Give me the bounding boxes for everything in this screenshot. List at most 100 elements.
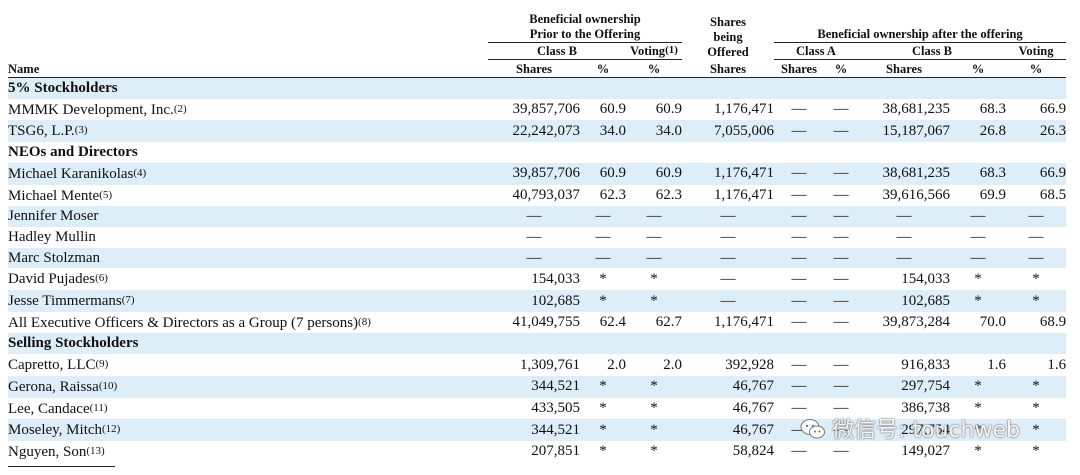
class-a-pct-cell: — (824, 375, 858, 398)
voting-pct-cell: — (626, 247, 682, 269)
voting-pct-cell: * (626, 375, 682, 398)
class-a-shares-cell: — (791, 187, 807, 204)
footnote-ref: (11) (89, 401, 108, 414)
voting-pct-cell: * (650, 400, 658, 417)
class-b-shares-cell: 41,049,755 (512, 314, 581, 331)
voting-after-pct-cell: 68.9 (1039, 314, 1067, 331)
empty-cell (774, 77, 824, 99)
footnote-ref: (9) (95, 358, 109, 371)
class-b-pct-cell: — (595, 228, 611, 245)
section-heading: NEOs and Directors (8, 144, 138, 161)
empty-cell (858, 77, 950, 99)
shares-offered-cell: — (720, 228, 736, 245)
stockholder-name: MMMK Development, Inc.(2) (8, 99, 488, 121)
voting-after-pct-cell: * (1032, 443, 1040, 460)
stockholder-name-text: All Executive Officers & Directors as a … (8, 314, 359, 331)
class-b-after-pct-cell: 68.3 (950, 162, 1006, 185)
pct-header: % (1006, 59, 1067, 78)
shares-offered-cell: 58,824 (732, 443, 774, 460)
table-row: Moseley, Mitch(12) 344,521 * * 46,767— —297,7… (8, 419, 1067, 441)
footnote-ref: (2) (173, 102, 187, 115)
stockholder-name-text: Nguyen, Son (8, 443, 87, 460)
class-a-pct-cell: — (824, 419, 858, 441)
class-b-shares-cell: 433,505 (531, 400, 580, 417)
empty-cell (858, 142, 950, 163)
class-a-shares-cell: — (791, 400, 807, 417)
class-a-shares-cell: — (791, 270, 807, 287)
class-a-after-header: Class A (774, 42, 858, 60)
class-b-after-pct-cell: * (950, 375, 1006, 398)
class-b-after-pct-cell: * (950, 419, 1006, 441)
class-a-pct-cell: — (833, 356, 849, 373)
stockholder-name-text: Lee, Candace (8, 400, 90, 417)
after-ownership-header: Beneficial ownership after the offering (774, 10, 1067, 43)
class-b-after-shares-cell: 15,187,067 (858, 120, 950, 143)
stockholder-name: David Pujades(6) (8, 268, 488, 290)
voting-after-pct-cell: * (1032, 270, 1040, 287)
table-row: Marc Stolzman — — — — — — — — — (8, 247, 1067, 269)
class-a-pct-cell: — (833, 270, 849, 287)
class-a-pct-cell: — (824, 206, 858, 227)
voting-pct-cell: * (626, 290, 682, 312)
table-row: All Executive Officers & Directors as a … (8, 312, 1066, 334)
pct-header: % (824, 59, 858, 78)
stockholder-name-text: David Pujades (8, 271, 96, 288)
stockholder-name: Hadley Mullin (8, 227, 488, 248)
table-row: TSG6, L.P.(3) 22,242,073 34.0 34.0 7,055,006… (8, 120, 1067, 143)
empty-cell (1006, 333, 1067, 355)
shares-offered-header: Shares being Offered (682, 10, 774, 60)
shares-offered-cell: — (682, 290, 774, 312)
footnote-ref: (10) (98, 379, 118, 392)
class-a-shares-cell: — (774, 247, 824, 269)
class-b-shares-cell: 207,851 (531, 443, 580, 460)
empty-cell (858, 333, 950, 355)
empty-cell (824, 333, 858, 355)
voting-pct-cell: 34.0 (626, 120, 682, 143)
class-a-shares-cell: — (774, 120, 824, 143)
class-b-pct-cell: 60.9 (580, 162, 626, 185)
empty-cell (626, 77, 682, 99)
shares-header: Shares (682, 59, 774, 78)
class-b-after-pct-cell: — (970, 228, 986, 245)
voting-after-pct-cell: 66.9 (1006, 162, 1067, 185)
class-a-pct-cell: — (824, 120, 858, 143)
pct-header: % (626, 59, 682, 78)
voting-pct-cell: 62.3 (655, 187, 682, 204)
shares-offered-cell: 46,767 (682, 375, 774, 398)
class-b-after-pct-cell: * (974, 400, 982, 417)
stockholder-name-text: Michael Mente (8, 187, 100, 204)
class-a-shares-cell: — (791, 101, 807, 118)
table-row: Nguyen, Son(13) 207,851 * * 58,824 — — 149,027 *… (8, 441, 1066, 463)
voting-pct-cell: 60.9 (655, 101, 682, 118)
shares-offered-cell: 7,055,006 (682, 120, 774, 143)
stockholder-name-text: Moseley, Mitch (8, 422, 103, 439)
stockholder-name: Gerona, Raissa(10) (8, 375, 488, 398)
shares-offered-cell: 46,767 (682, 419, 774, 441)
empty-cell (580, 333, 626, 355)
table-row: Michael Mente(5) 40,793,037 62.3 62.3 1,176,… (8, 185, 1066, 207)
class-b-pct-cell: * (580, 375, 626, 398)
class-b-pct-cell: 34.0 (580, 120, 626, 143)
stockholder-name-text: Marc Stolzman (8, 249, 101, 266)
shares-offered-cell: 1,176,471 (714, 187, 774, 204)
class-b-after-shares-cell: — (896, 228, 912, 245)
class-b-pct-cell: * (599, 443, 607, 460)
voting-after-pct-cell: 1.6 (1047, 356, 1067, 373)
stockholder-name: Jennifer Moser (8, 206, 488, 227)
table-row: Michael Karanikolas(4) 39,857,706 60.9 60.9… (8, 162, 1067, 185)
voting-pct-cell: — (646, 228, 662, 245)
table-row: Capretto, LLC(9) 1,309,761 2.0 2.0 392,928 — —… (8, 354, 1066, 376)
class-b-after-pct-cell: 1.6 (987, 356, 1006, 373)
empty-cell (488, 333, 580, 355)
class-a-pct-cell: — (824, 162, 858, 185)
voting-pct-cell: * (650, 270, 658, 287)
class-b-after-pct-cell: — (950, 247, 1006, 269)
voting-after-pct-cell: * (1006, 419, 1067, 441)
footnote-ref: (3) (74, 124, 88, 137)
table-row: David Pujades(6) 154,033 * * — — — 154,033 * * (8, 268, 1066, 290)
pct-header: % (950, 59, 1006, 78)
class-b-shares-cell: 154,033 (531, 270, 580, 287)
class-a-pct-cell: — (833, 314, 849, 331)
class-b-shares-cell: 344,521 (488, 375, 580, 398)
shares-offered-cell: 392,928 (725, 356, 774, 373)
